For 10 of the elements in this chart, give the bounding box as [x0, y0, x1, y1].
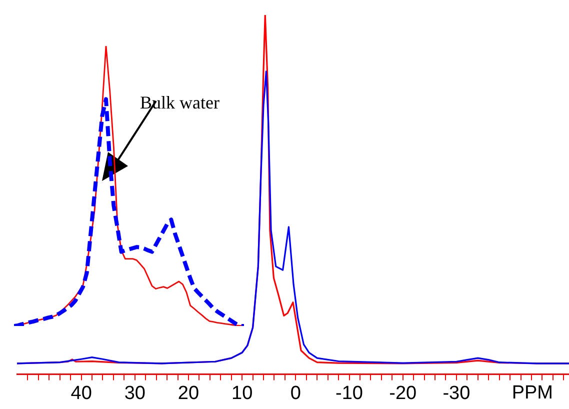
x-tick-label: 0 [290, 382, 301, 404]
x-axis-title: PPM [512, 382, 553, 404]
x-tick-label: 20 [178, 382, 200, 404]
x-tick-label: 10 [232, 382, 253, 404]
x-tick-label: 40 [70, 382, 92, 404]
x-tick-label: 30 [124, 382, 146, 404]
x-tick-label: -30 [442, 382, 470, 404]
x-tick-label: -10 [336, 382, 364, 404]
x-tick-label: -20 [389, 382, 417, 404]
annotation: Bulk water [140, 92, 220, 113]
